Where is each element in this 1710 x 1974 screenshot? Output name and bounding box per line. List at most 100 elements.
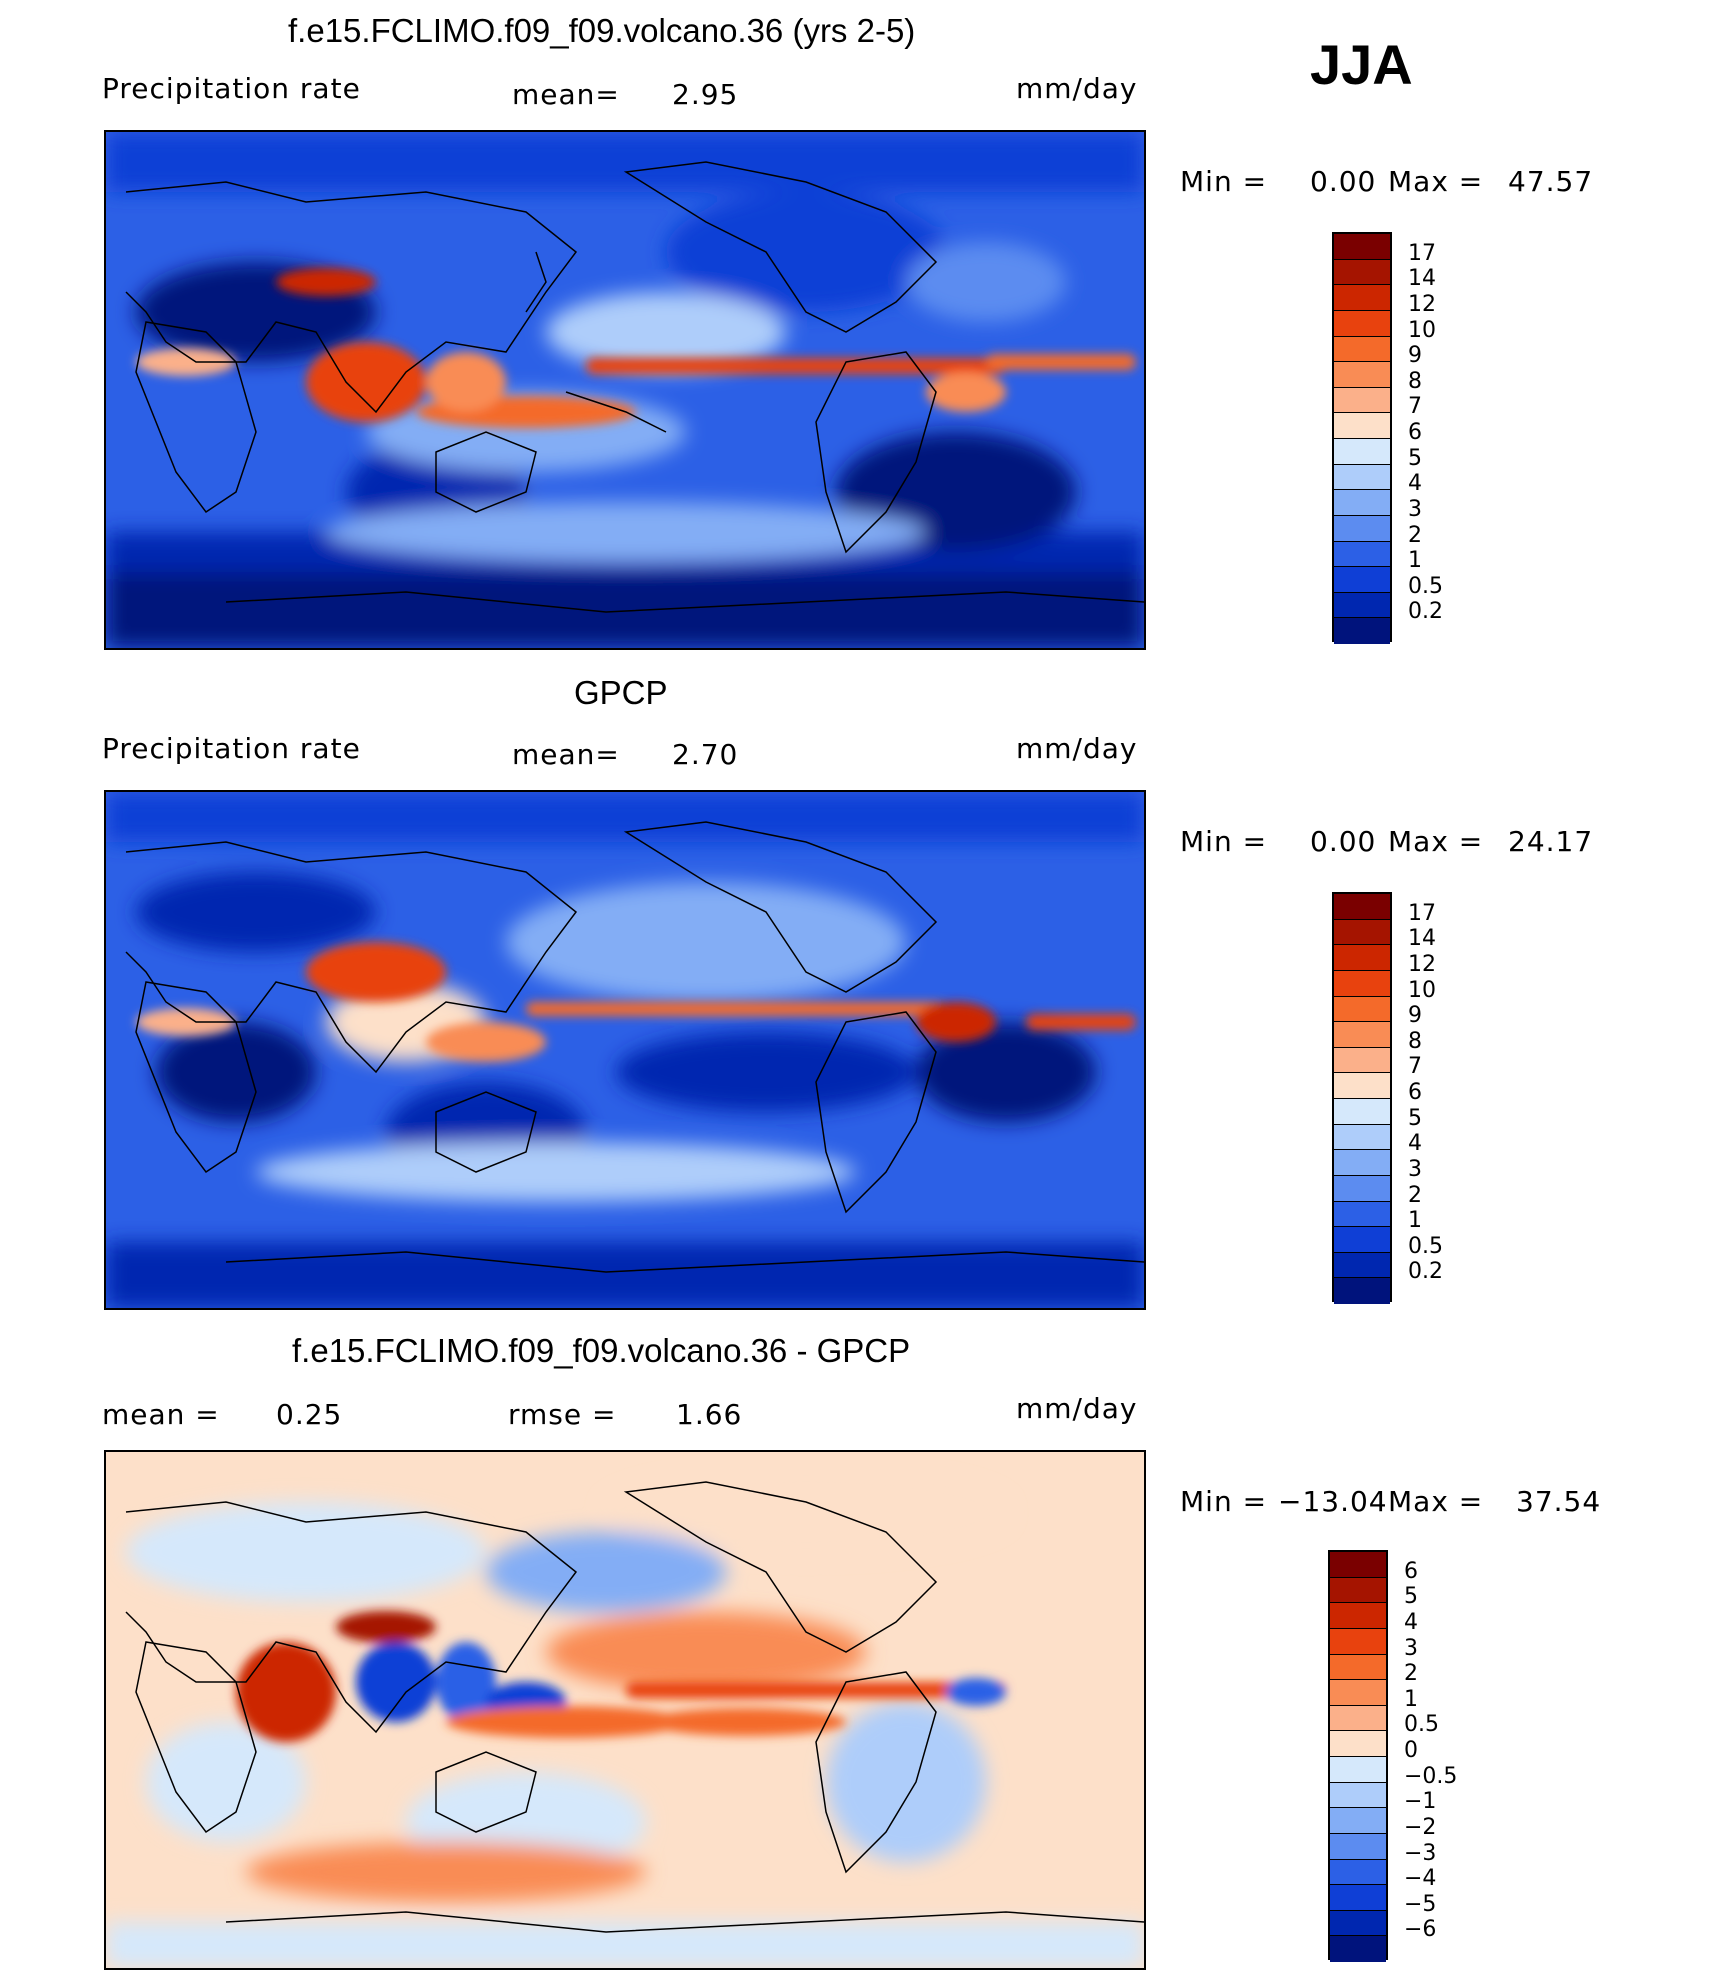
colorbar-tick-label: 12 — [1408, 291, 1436, 317]
colorbar-tick-label: 17 — [1408, 900, 1436, 926]
colorbar-tick-label: 0.2 — [1408, 1259, 1443, 1285]
colorbar-segment — [1334, 515, 1390, 542]
colorbar-tick-label: 0.2 — [1408, 599, 1443, 625]
colorbar-tick-label: 4 — [1404, 1609, 1418, 1635]
colorbar-segment — [1334, 1124, 1390, 1151]
panel1-min-label: Min = — [1180, 165, 1268, 198]
colorbar-tick-label: −0.5 — [1404, 1763, 1458, 1789]
panel2-mean-label: mean= — [512, 738, 620, 771]
panel2-title: GPCP — [574, 674, 668, 711]
colorbar-segment — [1334, 1278, 1390, 1304]
colorbar-segment — [1334, 1073, 1390, 1099]
colorbar-segment — [1334, 1201, 1390, 1228]
colorbar-tick-label: 3 — [1408, 1156, 1422, 1182]
colorbar-tick-label: 6 — [1408, 420, 1422, 445]
colorbar-segment — [1330, 1833, 1386, 1860]
colorbar-segment — [1330, 1603, 1386, 1629]
panel2-map — [104, 790, 1146, 1310]
panel1-colorbar — [1332, 232, 1392, 644]
colorbar-segment — [1334, 1022, 1390, 1048]
panel3-rmse-label: rmse = — [508, 1398, 617, 1431]
panel3-units: mm/day — [1016, 1392, 1138, 1425]
colorbar-tick-label: −3 — [1404, 1840, 1437, 1866]
panel1-max-value: 47.57 — [1508, 165, 1594, 198]
panel3-map — [104, 1450, 1146, 1970]
panel2-variable: Precipitation rate — [102, 732, 361, 765]
colorbar-segment — [1334, 1047, 1390, 1074]
colorbar-segment — [1334, 894, 1390, 920]
colorbar-segment — [1334, 234, 1390, 260]
colorbar-segment — [1334, 413, 1390, 439]
colorbar-tick-label: 5 — [1404, 1584, 1418, 1610]
panel2-min-value: 0.00 — [1310, 825, 1377, 858]
colorbar-tick-label: 9 — [1408, 1003, 1422, 1029]
colorbar-segment — [1330, 1782, 1386, 1809]
colorbar-segment — [1334, 439, 1390, 465]
panel3-title: f.e15.FCLIMO.f09_f09.volcano.36 - GPCP — [292, 1332, 911, 1369]
panel1-max-label: Max = — [1388, 165, 1484, 198]
panel3-min-value: −13.04 — [1278, 1485, 1388, 1518]
colorbar-segment — [1334, 970, 1390, 997]
colorbar-segment — [1334, 259, 1390, 286]
colorbar-segment — [1330, 1936, 1386, 1962]
panel3-map-field — [106, 1452, 1144, 1968]
colorbar-tick-label: 12 — [1408, 951, 1436, 977]
panel3-colorbar — [1328, 1550, 1388, 1962]
colorbar-segment — [1334, 336, 1390, 363]
colorbar-tick-label: 7 — [1408, 394, 1422, 420]
colorbar-segment — [1330, 1757, 1386, 1783]
colorbar-segment — [1330, 1552, 1386, 1578]
colorbar-tick-label: 1 — [1404, 1686, 1418, 1712]
colorbar-segment — [1334, 919, 1390, 946]
panel1-mean-value: 2.95 — [672, 78, 739, 111]
colorbar-tick-label: 4 — [1408, 471, 1422, 497]
colorbar-segment — [1330, 1654, 1386, 1681]
panel1-mean-label: mean= — [512, 78, 620, 111]
panel1-min-value: 0.00 — [1310, 165, 1377, 198]
colorbar-tick-label: 2 — [1404, 1661, 1418, 1687]
colorbar-tick-label: −4 — [1404, 1866, 1437, 1892]
colorbar-segment — [1330, 1910, 1386, 1937]
colorbar-tick-label: 5 — [1408, 445, 1422, 471]
colorbar-tick-label: −2 — [1404, 1814, 1437, 1840]
colorbar-tick-label: 1 — [1408, 1208, 1422, 1234]
colorbar-segment — [1334, 1099, 1390, 1125]
panel2-max-value: 24.17 — [1508, 825, 1594, 858]
colorbar-tick-label: 5 — [1408, 1105, 1422, 1131]
colorbar-tick-label: 14 — [1408, 926, 1436, 952]
colorbar-segment — [1334, 1227, 1390, 1253]
colorbar-tick-label: 0.5 — [1404, 1712, 1439, 1738]
panel3-max-label: Max = — [1388, 1485, 1484, 1518]
colorbar-tick-label: −1 — [1404, 1789, 1437, 1815]
colorbar-tick-label: 6 — [1408, 1080, 1422, 1105]
panel1-units: mm/day — [1016, 72, 1138, 105]
panel3-max-value: 37.54 — [1516, 1485, 1602, 1518]
panel1-map-field — [106, 132, 1144, 648]
colorbar-tick-label: 0.5 — [1408, 573, 1443, 599]
colorbar-tick-label: 8 — [1408, 368, 1422, 394]
colorbar-segment — [1330, 1628, 1386, 1655]
colorbar-segment — [1330, 1705, 1386, 1732]
colorbar-segment — [1334, 996, 1390, 1023]
colorbar-segment — [1334, 618, 1390, 644]
panel3-mean-value: 0.25 — [276, 1398, 343, 1431]
colorbar-tick-label: 7 — [1408, 1054, 1422, 1080]
colorbar-tick-label: 3 — [1408, 496, 1422, 522]
colorbar-tick-label: 2 — [1408, 522, 1422, 548]
panel2-map-field — [106, 792, 1144, 1308]
colorbar-segment — [1334, 464, 1390, 491]
panel2-min-label: Min = — [1180, 825, 1268, 858]
colorbar-segment — [1334, 1150, 1390, 1176]
colorbar-segment — [1334, 490, 1390, 516]
colorbar-tick-label: 10 — [1408, 317, 1436, 343]
colorbar-tick-label: 4 — [1408, 1131, 1422, 1157]
colorbar-tick-label: 14 — [1408, 266, 1436, 292]
colorbar-segment — [1334, 362, 1390, 388]
colorbar-segment — [1330, 1885, 1386, 1911]
colorbar-tick-label: 0.5 — [1408, 1233, 1443, 1259]
panel1-title: f.e15.FCLIMO.f09_f09.volcano.36 (yrs 2-5… — [288, 12, 916, 49]
colorbar-tick-label: 6 — [1404, 1558, 1418, 1584]
panel1-variable: Precipitation rate — [102, 72, 361, 105]
panel2-colorbar — [1332, 892, 1392, 1304]
panel2-units: mm/day — [1016, 732, 1138, 765]
